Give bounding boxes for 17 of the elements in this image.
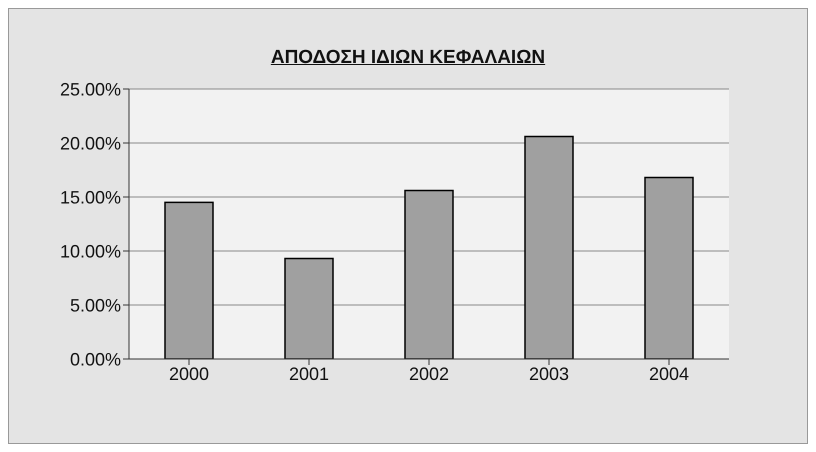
y-tick-label: 0.00% bbox=[70, 349, 121, 370]
chart-title: ΑΠΟΔΟΣΗ ΙΔΙΩΝ ΚΕΦΑΛΑΙΩΝ bbox=[270, 46, 546, 69]
x-tick-label: 2001 bbox=[288, 364, 330, 384]
bar bbox=[404, 190, 454, 359]
bar bbox=[164, 202, 214, 359]
bar bbox=[524, 136, 574, 359]
x-tick-label: 2002 bbox=[408, 364, 450, 384]
x-tick-label: 2000 bbox=[168, 364, 210, 384]
bar bbox=[284, 258, 334, 359]
x-tick-label: 2003 bbox=[528, 364, 570, 384]
y-tick-label: 10.00% bbox=[60, 241, 121, 262]
y-tick-label: 5.00% bbox=[70, 295, 121, 316]
y-tick-label: 15.00% bbox=[60, 187, 121, 208]
x-tick-label: 2004 bbox=[648, 364, 690, 384]
y-tick-label: 20.00% bbox=[60, 133, 121, 154]
bar bbox=[644, 176, 694, 359]
y-tick-label: 25.00% bbox=[60, 79, 121, 100]
